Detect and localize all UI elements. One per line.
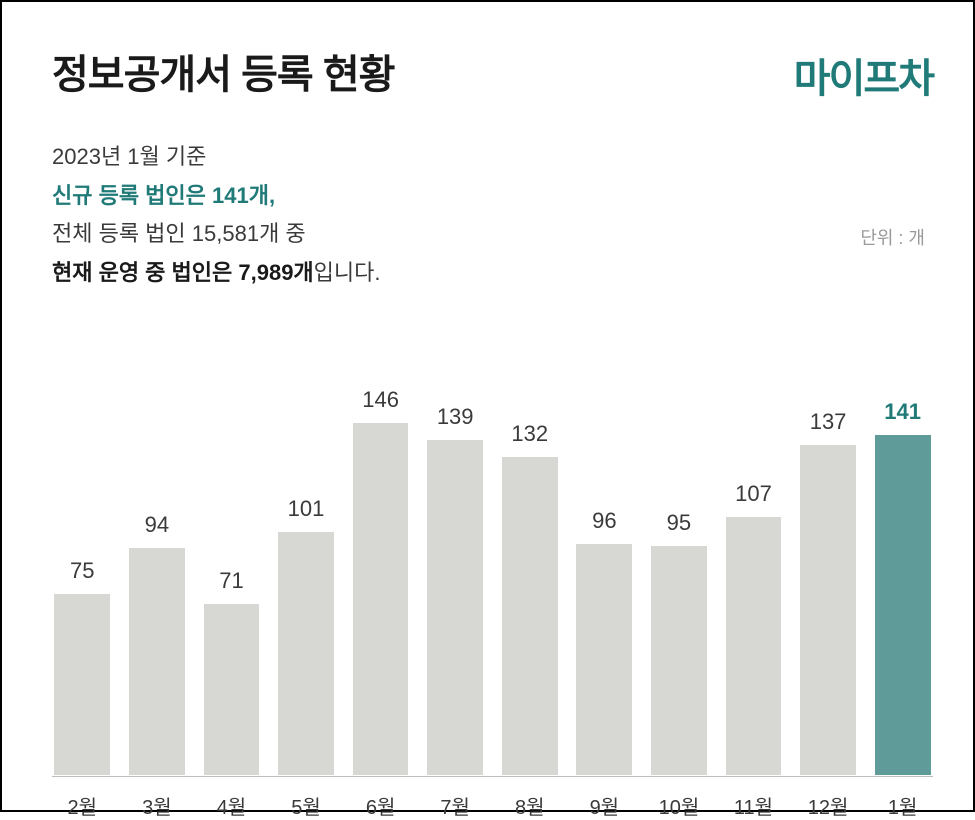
bar-chart: 75 94 71 101 146 139 132 96 95 107 137 141 2월 3월 4월 5월…: [52, 348, 933, 820]
bar-column: 107: [723, 348, 784, 775]
bar-rect: [726, 517, 782, 775]
bar-column: 137: [798, 348, 859, 775]
bar-rect: [129, 548, 185, 775]
bar-rect: [204, 604, 260, 775]
bar-value-label: 141: [884, 399, 921, 425]
bar-value-label: 94: [145, 512, 169, 538]
bar-column: 96: [574, 348, 635, 775]
summary-line-4: 현재 운영 중 법인은 7,989개입니다.: [52, 254, 933, 293]
summary-line-2: 신규 등록 법인은 141개,: [52, 177, 933, 216]
bar-rect: [800, 445, 856, 775]
bar-value-label: 95: [667, 510, 691, 536]
bar-column: 94: [127, 348, 188, 775]
x-axis-label: 8월: [499, 791, 560, 820]
bar-rect: [651, 546, 707, 775]
bar-value-label: 132: [511, 421, 548, 447]
x-axis-label: 6월: [350, 791, 411, 820]
bar-rect: [875, 435, 931, 775]
x-axis-line: [52, 776, 933, 777]
bar-column: 141: [872, 348, 933, 775]
page-title: 정보공개서 등록 현황: [52, 42, 394, 100]
bar-column: 71: [201, 348, 262, 775]
brand-logo: 마이프차: [794, 46, 933, 104]
x-axis-label: 12월: [798, 791, 859, 820]
x-axis-label: 4월: [201, 791, 262, 820]
x-axis-label: 9월: [574, 791, 635, 820]
x-axis-label: 2월: [52, 791, 113, 820]
summary-line-3: 전체 등록 법인 15,581개 중: [52, 215, 933, 254]
bar-value-label: 75: [70, 558, 94, 584]
summary-line-4-bold: 현재 운영 중 법인은 7,989개: [52, 260, 314, 285]
bar-rect: [576, 544, 632, 775]
summary-block: 2023년 1월 기준 신규 등록 법인은 141개, 전체 등록 법인 15,…: [52, 138, 933, 292]
bar-rect: [502, 457, 558, 775]
bar-rect: [54, 594, 110, 775]
x-axis-label: 10월: [649, 791, 710, 820]
x-axis-label: 5월: [276, 791, 337, 820]
x-axis-label: 3월: [127, 791, 188, 820]
bar-rect: [353, 423, 409, 775]
bar-value-label: 146: [362, 387, 399, 413]
x-axis-label: 7월: [425, 791, 486, 820]
bar-value-label: 101: [288, 496, 325, 522]
bar-column: 132: [499, 348, 560, 775]
bar-rect: [278, 532, 334, 776]
bar-value-label: 107: [735, 481, 772, 507]
x-axis-label: 11월: [723, 791, 784, 820]
bar-value-label: 96: [592, 508, 616, 534]
bar-value-label: 139: [437, 404, 474, 430]
unit-label: 단위 : 개: [860, 224, 925, 250]
bar-column: 95: [649, 348, 710, 775]
summary-line-4-suffix: 입니다.: [314, 260, 381, 285]
bar-column: 101: [276, 348, 337, 775]
x-axis-label: 1월: [872, 791, 933, 820]
bar-column: 139: [425, 348, 486, 775]
bar-rect: [427, 440, 483, 775]
bar-value-label: 71: [219, 568, 243, 594]
bar-column: 75: [52, 348, 113, 775]
bar-column: 146: [350, 348, 411, 775]
bar-value-label: 137: [810, 409, 847, 435]
summary-line-1: 2023년 1월 기준: [52, 138, 933, 177]
